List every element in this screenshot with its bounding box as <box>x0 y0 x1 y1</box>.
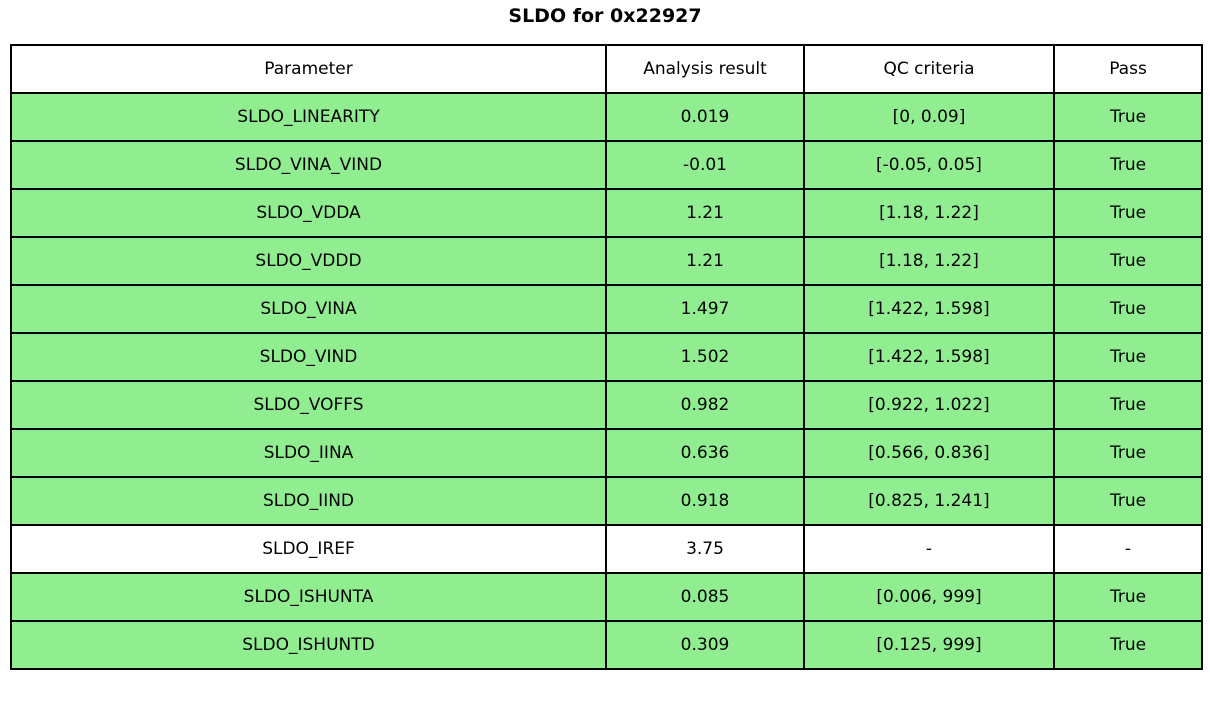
table-row: SLDO_VINA_VIND -0.01 [-0.05, 0.05] True <box>10 140 1203 190</box>
cell-pass: True <box>1053 428 1203 478</box>
cell-pass: True <box>1053 188 1203 238</box>
cell-pass: True <box>1053 92 1203 142</box>
table-row: SLDO_VINA 1.497 [1.422, 1.598] True <box>10 284 1203 334</box>
cell-result: 3.75 <box>605 524 805 574</box>
cell-pass: True <box>1053 284 1203 334</box>
cell-criteria: [1.18, 1.22] <box>803 188 1055 238</box>
cell-criteria: [0.922, 1.022] <box>803 380 1055 430</box>
page-title: SLDO for 0x22927 <box>508 5 702 27</box>
cell-criteria: [1.18, 1.22] <box>803 236 1055 286</box>
table-row: SLDO_VIND 1.502 [1.422, 1.598] True <box>10 332 1203 382</box>
cell-result: 0.019 <box>605 92 805 142</box>
table-row: SLDO_ISHUNTA 0.085 [0.006, 999] True <box>10 572 1203 622</box>
cell-result: 1.497 <box>605 284 805 334</box>
cell-parameter: SLDO_VDDA <box>10 188 607 238</box>
cell-result: 1.502 <box>605 332 805 382</box>
cell-parameter: SLDO_VOFFS <box>10 380 607 430</box>
cell-criteria: [1.422, 1.598] <box>803 284 1055 334</box>
qc-results-table: Parameter Analysis result QC criteria Pa… <box>10 44 1203 670</box>
cell-pass: True <box>1053 332 1203 382</box>
header-row: Parameter Analysis result QC criteria Pa… <box>10 44 1203 94</box>
table-row: SLDO_IINA 0.636 [0.566, 0.836] True <box>10 428 1203 478</box>
cell-criteria: [1.422, 1.598] <box>803 332 1055 382</box>
cell-pass: - <box>1053 524 1203 574</box>
cell-parameter: SLDO_VINA_VIND <box>10 140 607 190</box>
cell-result: -0.01 <box>605 140 805 190</box>
cell-result: 0.309 <box>605 620 805 670</box>
cell-criteria: [-0.05, 0.05] <box>803 140 1055 190</box>
cell-result: 0.636 <box>605 428 805 478</box>
cell-parameter: SLDO_ISHUNTA <box>10 572 607 622</box>
cell-criteria: [0, 0.09] <box>803 92 1055 142</box>
col-header-qc-criteria: QC criteria <box>803 44 1055 94</box>
cell-parameter: SLDO_IINA <box>10 428 607 478</box>
cell-parameter: SLDO_VDDD <box>10 236 607 286</box>
table-row: SLDO_ISHUNTD 0.309 [0.125, 999] True <box>10 620 1203 670</box>
cell-pass: True <box>1053 380 1203 430</box>
table-row: SLDO_IIND 0.918 [0.825, 1.241] True <box>10 476 1203 526</box>
cell-result: 1.21 <box>605 188 805 238</box>
table-body: SLDO_LINEARITY 0.019 [0, 0.09] True SLDO_VIN… <box>10 92 1203 670</box>
cell-criteria: [0.125, 999] <box>803 620 1055 670</box>
cell-criteria: [0.006, 999] <box>803 572 1055 622</box>
cell-pass: True <box>1053 236 1203 286</box>
cell-criteria: [0.825, 1.241] <box>803 476 1055 526</box>
col-header-analysis-result: Analysis result <box>605 44 805 94</box>
col-header-parameter: Parameter <box>10 44 607 94</box>
cell-result: 0.085 <box>605 572 805 622</box>
table-row: SLDO_LINEARITY 0.019 [0, 0.09] True <box>10 92 1203 142</box>
cell-criteria: - <box>803 524 1055 574</box>
cell-parameter: SLDO_VINA <box>10 284 607 334</box>
cell-result: 0.982 <box>605 380 805 430</box>
cell-pass: True <box>1053 476 1203 526</box>
cell-result: 0.918 <box>605 476 805 526</box>
table-row: SLDO_IREF 3.75- - <box>10 524 1203 574</box>
table-row: SLDO_VDDD 1.21 [1.18, 1.22] True <box>10 236 1203 286</box>
cell-pass: True <box>1053 572 1203 622</box>
cell-pass: True <box>1053 620 1203 670</box>
cell-parameter: SLDO_IIND <box>10 476 607 526</box>
cell-parameter: SLDO_IREF <box>10 524 607 574</box>
cell-parameter: SLDO_LINEARITY <box>10 92 607 142</box>
cell-parameter: SLDO_VIND <box>10 332 607 382</box>
col-header-pass: Pass <box>1053 44 1203 94</box>
cell-result: 1.21 <box>605 236 805 286</box>
cell-parameter: SLDO_ISHUNTD <box>10 620 607 670</box>
cell-criteria: [0.566, 0.836] <box>803 428 1055 478</box>
table-row: SLDO_VOFFS 0.982 [0.922, 1.022] True <box>10 380 1203 430</box>
table-row: SLDO_VDDA 1.21 [1.18, 1.22] True <box>10 188 1203 238</box>
cell-pass: True <box>1053 140 1203 190</box>
